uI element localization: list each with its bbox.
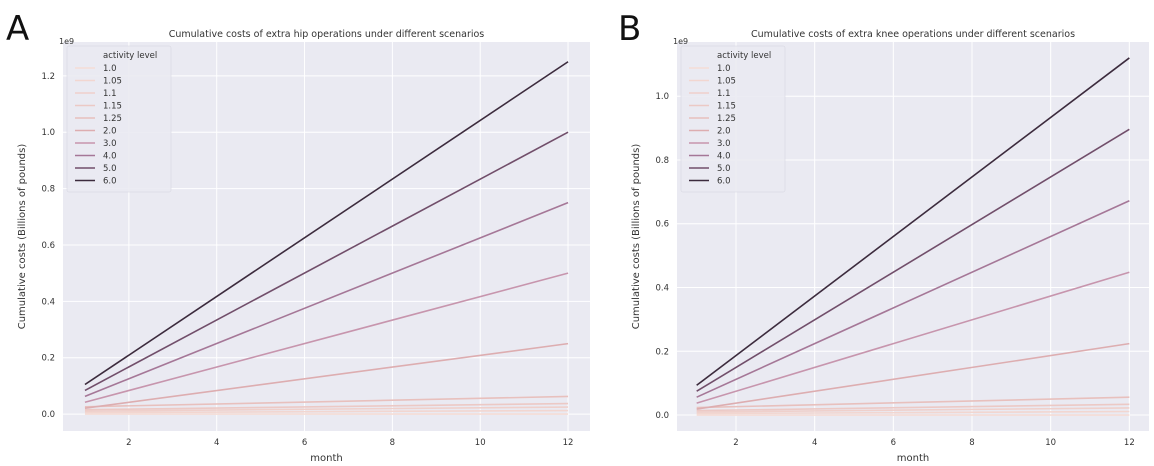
- legend-title: activity level: [717, 51, 771, 61]
- chart-title: Cumulative costs of extra knee operation…: [751, 29, 1075, 40]
- y-tick-label: 0.6: [655, 220, 669, 230]
- legend-entry: 1.1: [717, 89, 731, 99]
- legend: activity level 1.0 1.05 1.1 1.15 1.25 2.0 3.0 4.…: [66, 45, 172, 193]
- series-line-4-0: [696, 200, 1130, 398]
- y-tick-label: 1.0: [41, 128, 55, 138]
- series-line-1-15: [696, 403, 1130, 412]
- y-tick-label: 0.4: [655, 284, 669, 294]
- legend-entry: 3.0: [717, 139, 731, 149]
- series-line-6-0: [84, 61, 569, 386]
- y-axis-label: Cumulative costs (Billions of pounds): [17, 144, 28, 330]
- series-line-5-0: [84, 131, 569, 392]
- series-line-4-0: [84, 201, 569, 398]
- legend-entry: 1.0: [717, 64, 731, 74]
- series-line-2-0: [84, 342, 569, 409]
- legend-entry: 1.05: [717, 77, 736, 87]
- legend-entry: 1.05: [103, 77, 122, 87]
- legend-title: activity level: [103, 51, 157, 61]
- series-line-1-05: [696, 410, 1130, 415]
- series-line-3-0: [696, 271, 1130, 404]
- series-line-1-05: [84, 409, 569, 414]
- x-tick-label: 12: [1124, 438, 1135, 448]
- chart-panel-b: B Cumulative costs of extra knee operatio…: [618, 9, 1149, 464]
- y-tick-label: 0.4: [41, 297, 55, 307]
- series-line-1-15: [84, 402, 569, 411]
- series-line-3-0: [84, 272, 569, 404]
- y-tick-label: 1.0: [655, 92, 669, 102]
- x-axis-label: month: [310, 453, 342, 464]
- legend-entry: 5.0: [717, 164, 731, 174]
- y-tick-label: 0.8: [41, 185, 55, 195]
- panel-letter: A: [6, 9, 29, 49]
- legend-entry: 6.0: [103, 177, 117, 187]
- legend-entry: 1.25: [717, 114, 736, 124]
- chart-panel-a: A Cumulative costs of extra hip operation…: [6, 9, 590, 464]
- legend-entry: 2.0: [717, 127, 731, 137]
- legend-entry: 3.0: [103, 139, 117, 149]
- y-tick-label: 0.2: [655, 347, 669, 357]
- legend-entry: 1.1: [103, 89, 117, 99]
- series-line-1-1: [84, 406, 569, 412]
- series-line-2-0: [696, 342, 1130, 410]
- legend-entry: 4.0: [103, 152, 117, 162]
- legend-entry: 1.0: [103, 64, 117, 74]
- series-line-1-25: [84, 395, 569, 408]
- legend-entry: 6.0: [717, 177, 731, 187]
- series-line-6-0: [696, 57, 1130, 386]
- legend: activity level 1.0 1.05 1.1 1.15 1.25 2.0 3.0 4.…: [680, 45, 786, 193]
- y-tick-label: 0.8: [655, 156, 669, 166]
- x-tick-label: 2: [733, 438, 738, 448]
- panel-letter: B: [618, 9, 641, 49]
- chart-title: Cumulative costs of extra hip operations…: [169, 29, 485, 40]
- x-axis-label: month: [897, 453, 929, 464]
- x-tick-label: 4: [214, 438, 219, 448]
- y-tick-label: 0.2: [41, 354, 55, 364]
- y-multiplier-label: 1e9: [673, 37, 688, 46]
- x-tick-label: 10: [1045, 438, 1056, 448]
- y-axis-label: Cumulative costs (Billions of pounds): [631, 144, 642, 330]
- x-tick-label: 12: [563, 438, 574, 448]
- series-line-1-25: [696, 396, 1130, 409]
- x-tick-label: 2: [126, 438, 131, 448]
- legend-entry: 2.0: [103, 127, 117, 137]
- legend-entry: 1.25: [103, 114, 122, 124]
- series-line-1-1: [696, 407, 1130, 413]
- y-multiplier-label: 1e9: [59, 37, 74, 46]
- x-tick-label: 6: [302, 438, 307, 448]
- y-tick-label: 0.6: [41, 241, 55, 251]
- legend-entry: 5.0: [103, 164, 117, 174]
- x-tick-label: 8: [390, 438, 395, 448]
- x-tick-label: 6: [891, 438, 896, 448]
- y-tick-label: 0.0: [41, 410, 55, 420]
- legend-entry: 1.15: [717, 102, 736, 112]
- x-tick-label: 4: [812, 438, 817, 448]
- x-tick-label: 10: [475, 438, 486, 448]
- legend-entry: 4.0: [717, 152, 731, 162]
- legend-entry: 1.15: [103, 102, 122, 112]
- x-tick-label: 8: [969, 438, 974, 448]
- y-tick-label: 1.2: [41, 72, 55, 82]
- y-tick-label: 0.0: [655, 411, 669, 421]
- series-line-5-0: [696, 128, 1130, 392]
